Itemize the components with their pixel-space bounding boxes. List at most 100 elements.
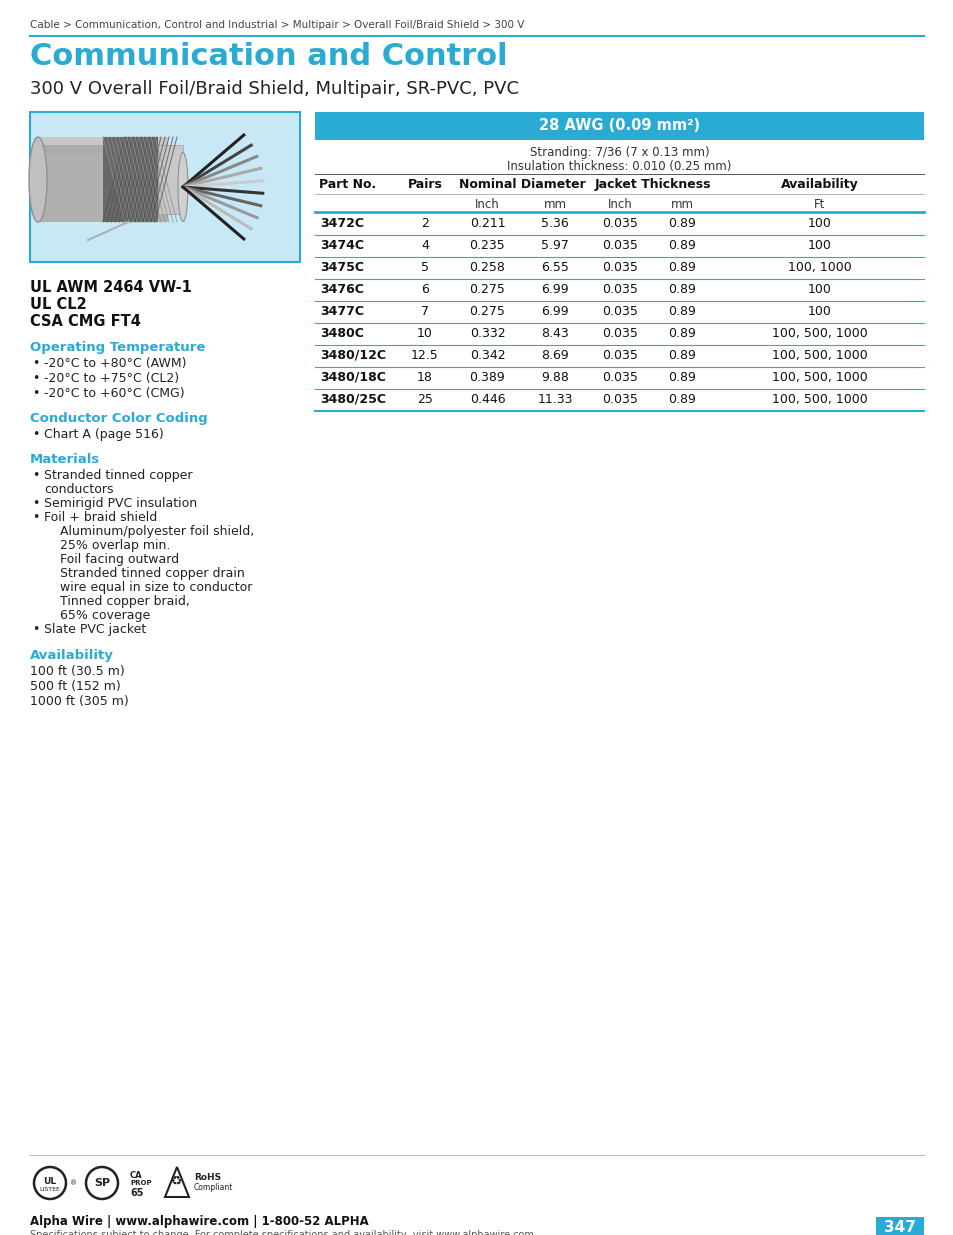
Text: •: • (32, 496, 39, 510)
Text: ®: ® (70, 1179, 77, 1186)
Text: 100, 500, 1000: 100, 500, 1000 (771, 350, 866, 362)
Text: 0.035: 0.035 (601, 370, 638, 384)
Text: mm: mm (670, 198, 693, 211)
Text: Semirigid PVC insulation: Semirigid PVC insulation (44, 496, 197, 510)
Text: Aluminum/polyester foil shield,: Aluminum/polyester foil shield, (60, 525, 254, 538)
Text: conductors: conductors (44, 483, 113, 496)
Text: 7: 7 (420, 305, 429, 317)
Text: 18: 18 (416, 370, 433, 384)
Text: 0.035: 0.035 (601, 350, 638, 362)
Polygon shape (165, 1167, 189, 1197)
Text: 0.89: 0.89 (668, 327, 696, 340)
Bar (38, 141, 168, 143)
Text: •: • (32, 387, 39, 400)
Bar (38, 137, 168, 140)
Text: 5.97: 5.97 (540, 240, 568, 252)
Bar (38, 137, 168, 222)
Text: 100, 500, 1000: 100, 500, 1000 (771, 393, 866, 406)
Text: 65% coverage: 65% coverage (60, 609, 150, 622)
Text: 3480/18C: 3480/18C (319, 370, 385, 384)
Text: Jacket Thickness: Jacket Thickness (594, 178, 710, 191)
Text: Materials: Materials (30, 453, 100, 466)
Text: 4: 4 (420, 240, 429, 252)
Text: 12.5: 12.5 (411, 350, 438, 362)
Text: wire equal in size to conductor: wire equal in size to conductor (60, 580, 253, 594)
Text: Foil + braid shield: Foil + braid shield (44, 511, 157, 524)
Text: -20°C to +60°C (CMG): -20°C to +60°C (CMG) (44, 387, 185, 400)
Text: 0.035: 0.035 (601, 327, 638, 340)
Text: 100: 100 (807, 305, 831, 317)
Text: Operating Temperature: Operating Temperature (30, 341, 205, 354)
Text: 10: 10 (416, 327, 433, 340)
Text: 6.55: 6.55 (540, 261, 568, 274)
Bar (38, 147, 168, 149)
Text: 5: 5 (420, 261, 429, 274)
Text: 3474C: 3474C (319, 240, 364, 252)
Text: •: • (32, 511, 39, 524)
Text: SP: SP (93, 1178, 110, 1188)
Text: Specifications subject to change. For complete specifications and availability, : Specifications subject to change. For co… (30, 1230, 537, 1235)
Bar (103, 137, 158, 222)
Text: CSA CMG FT4: CSA CMG FT4 (30, 314, 141, 329)
Text: 0.342: 0.342 (469, 350, 505, 362)
Text: Availability: Availability (30, 650, 113, 662)
Text: 0.89: 0.89 (668, 283, 696, 296)
Text: Inch: Inch (475, 198, 499, 211)
Text: 0.035: 0.035 (601, 240, 638, 252)
Text: ♻: ♻ (172, 1174, 182, 1188)
Text: 9.88: 9.88 (540, 370, 568, 384)
Text: 3480/12C: 3480/12C (319, 350, 386, 362)
Text: 11.33: 11.33 (537, 393, 572, 406)
Text: RoHS: RoHS (193, 1173, 221, 1182)
Text: 100: 100 (807, 283, 831, 296)
Text: 6: 6 (420, 283, 429, 296)
Bar (38, 143, 168, 144)
Bar (314, 112, 923, 140)
Text: 25: 25 (416, 393, 433, 406)
Text: 500 ft (152 m): 500 ft (152 m) (30, 680, 121, 693)
Text: 0.035: 0.035 (601, 261, 638, 274)
Text: 6.99: 6.99 (540, 305, 568, 317)
Text: Conductor Color Coding: Conductor Color Coding (30, 412, 208, 425)
Text: 100, 500, 1000: 100, 500, 1000 (771, 370, 866, 384)
Text: UL AWM 2464 VW-1: UL AWM 2464 VW-1 (30, 280, 192, 295)
Text: 0.035: 0.035 (601, 393, 638, 406)
Text: Communication and Control: Communication and Control (30, 42, 507, 70)
Text: 0.389: 0.389 (469, 370, 505, 384)
Text: 100 ft (30.5 m): 100 ft (30.5 m) (30, 664, 125, 678)
Text: 0.211: 0.211 (469, 217, 505, 230)
Text: 100: 100 (807, 240, 831, 252)
Text: 5.36: 5.36 (540, 217, 568, 230)
Text: 0.275: 0.275 (469, 305, 505, 317)
Text: 3475C: 3475C (319, 261, 364, 274)
Text: 3480/25C: 3480/25C (319, 393, 386, 406)
Text: Availability: Availability (780, 178, 858, 191)
Text: Chart A (page 516): Chart A (page 516) (44, 429, 164, 441)
Text: Part No.: Part No. (318, 178, 375, 191)
Text: Stranded tinned copper: Stranded tinned copper (44, 469, 193, 482)
Text: 0.89: 0.89 (668, 217, 696, 230)
Text: Slate PVC jacket: Slate PVC jacket (44, 622, 146, 636)
Text: •: • (32, 622, 39, 636)
Text: 3472C: 3472C (319, 217, 364, 230)
Text: 0.235: 0.235 (469, 240, 505, 252)
Text: 65: 65 (130, 1188, 143, 1198)
Text: 347: 347 (883, 1220, 915, 1235)
Text: 300 V Overall Foil/Braid Shield, Multipair, SR-PVC, PVC: 300 V Overall Foil/Braid Shield, Multipa… (30, 80, 518, 98)
Text: Inch: Inch (607, 198, 632, 211)
Bar (30, 112, 299, 262)
Text: 3476C: 3476C (319, 283, 363, 296)
Text: Stranded tinned copper drain: Stranded tinned copper drain (60, 567, 245, 580)
Text: 0.035: 0.035 (601, 283, 638, 296)
Text: Tinned copper braid,: Tinned copper braid, (60, 595, 190, 608)
Text: •: • (32, 469, 39, 482)
Ellipse shape (29, 137, 47, 222)
Text: Pairs: Pairs (407, 178, 442, 191)
Text: UL CL2: UL CL2 (30, 296, 87, 312)
Text: Compliant: Compliant (193, 1183, 233, 1192)
Text: 8.69: 8.69 (540, 350, 568, 362)
Text: 28 AWG (0.09 mm²): 28 AWG (0.09 mm²) (538, 119, 700, 133)
Text: PROP: PROP (130, 1179, 152, 1186)
Text: 25% overlap min.: 25% overlap min. (60, 538, 171, 552)
Text: 0.035: 0.035 (601, 305, 638, 317)
